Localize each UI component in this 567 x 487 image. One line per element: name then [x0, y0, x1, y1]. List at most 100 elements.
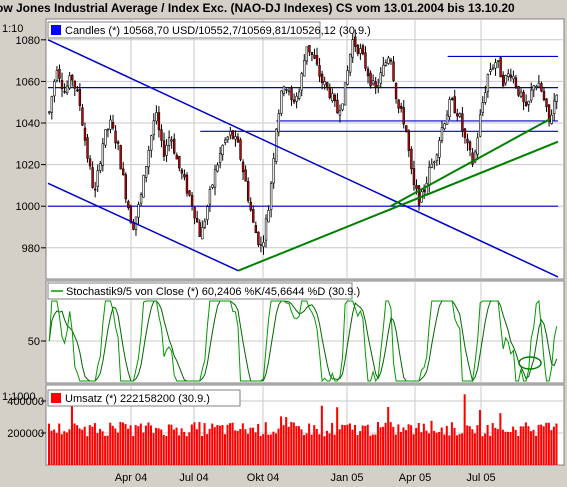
- volume-bar: [147, 422, 150, 465]
- volume-bar: [246, 433, 249, 465]
- candle-body: [162, 140, 166, 157]
- candle-body: [50, 96, 54, 113]
- candle-body: [527, 100, 530, 105]
- candle-body: [257, 231, 260, 245]
- volume-bar: [152, 433, 155, 465]
- candle-body: [63, 90, 66, 93]
- volume-bar: [392, 426, 395, 465]
- stoch-highlight-circle: [518, 356, 542, 370]
- candle-body: [180, 169, 184, 174]
- volume-bar: [420, 432, 423, 465]
- candle-body: [188, 190, 191, 196]
- candle-body: [486, 74, 490, 92]
- x-axis-label: Jan 05: [330, 472, 363, 484]
- candle-body: [522, 91, 525, 103]
- candle-body: [346, 70, 349, 85]
- candle-body: [542, 90, 546, 101]
- volume-bar: [218, 425, 221, 465]
- price-panel: [45, 18, 565, 280]
- volume-bar: [325, 430, 328, 465]
- candle-body: [422, 189, 426, 192]
- volume-bar: [55, 432, 58, 465]
- candle-body: [450, 98, 454, 100]
- candle-body: [519, 91, 523, 97]
- candle-body: [550, 114, 553, 124]
- volume-bar: [93, 423, 96, 465]
- candle-body: [448, 99, 451, 117]
- candle-body: [83, 127, 87, 141]
- volume-bar: [532, 429, 535, 465]
- volume-legend-swatch: [51, 393, 61, 403]
- candle-body: [173, 138, 176, 154]
- candle-body: [476, 137, 479, 155]
- stoch-legend-text: Stochastik9/5 von Close (*) 60,2406 %K/4…: [66, 286, 360, 298]
- volume-bar: [109, 422, 112, 465]
- candle-body: [111, 122, 115, 129]
- candle-body: [397, 99, 400, 109]
- window-title: ow Jones Industrial Average / Index Exc.…: [0, 0, 567, 17]
- volume-bar: [193, 422, 196, 465]
- candle-body: [78, 89, 82, 106]
- candle-body: [407, 130, 411, 151]
- candle-body: [290, 88, 293, 101]
- candle-body: [244, 169, 247, 182]
- candle-body: [509, 74, 513, 78]
- candle-body: [354, 36, 357, 47]
- volume-bar: [165, 436, 168, 465]
- candle-body: [433, 161, 436, 164]
- volume-bar: [76, 425, 79, 465]
- volume-scale-label: 1:1000: [2, 391, 36, 403]
- volume-bar: [129, 425, 132, 465]
- volume-bar: [308, 423, 311, 465]
- volume-bar: [91, 426, 94, 465]
- green-trendline: [237, 140, 559, 272]
- price-tick-label: 1020: [16, 160, 40, 172]
- candle-body: [517, 85, 520, 96]
- volume-bar: [527, 426, 530, 465]
- volume-bar: [60, 434, 63, 465]
- stochastic-lines: [48, 299, 558, 383]
- candle-body: [524, 101, 528, 107]
- candle-body: [305, 46, 309, 62]
- volume-bar: [295, 426, 298, 465]
- candle-body: [129, 205, 133, 224]
- candle-body: [496, 60, 500, 62]
- candle-body: [211, 184, 214, 188]
- candle-body: [231, 130, 235, 139]
- volume-legend: Umsatz (*) 222158200 (30.9.): [47, 389, 241, 407]
- volume-bar: [292, 422, 295, 465]
- candle-body: [116, 141, 120, 144]
- candle-body: [320, 73, 324, 84]
- candle-body: [165, 145, 168, 156]
- candle-body: [280, 90, 283, 114]
- candle-body: [499, 57, 502, 78]
- volume-bar: [478, 410, 481, 465]
- volume-bar: [486, 424, 489, 465]
- volume-bar: [448, 435, 451, 465]
- volume-bar: [170, 424, 173, 465]
- candle-body: [333, 94, 337, 102]
- price-legend-box: [47, 21, 321, 39]
- candle-body: [48, 111, 51, 114]
- volume-bar: [134, 425, 137, 465]
- price-tick-label: 980: [22, 243, 40, 255]
- volume-bar: [223, 434, 226, 465]
- candle-body: [157, 112, 161, 131]
- candle-body: [53, 81, 56, 97]
- candle-body: [359, 48, 362, 54]
- volume-bar: [180, 428, 183, 465]
- volume-bar: [346, 424, 349, 465]
- candle-body: [195, 218, 199, 223]
- volume-bar: [456, 435, 459, 465]
- candle-body: [167, 137, 171, 146]
- volume-bar: [547, 422, 550, 465]
- candle-body: [555, 94, 558, 102]
- volume-bar: [435, 432, 438, 465]
- candle-body: [203, 220, 207, 228]
- volume-bar: [231, 422, 234, 465]
- volume-bar: [310, 434, 313, 465]
- volume-bar: [101, 431, 104, 465]
- candle-body: [208, 189, 212, 205]
- volume-bar: [68, 429, 71, 465]
- volume-bar: [190, 424, 193, 465]
